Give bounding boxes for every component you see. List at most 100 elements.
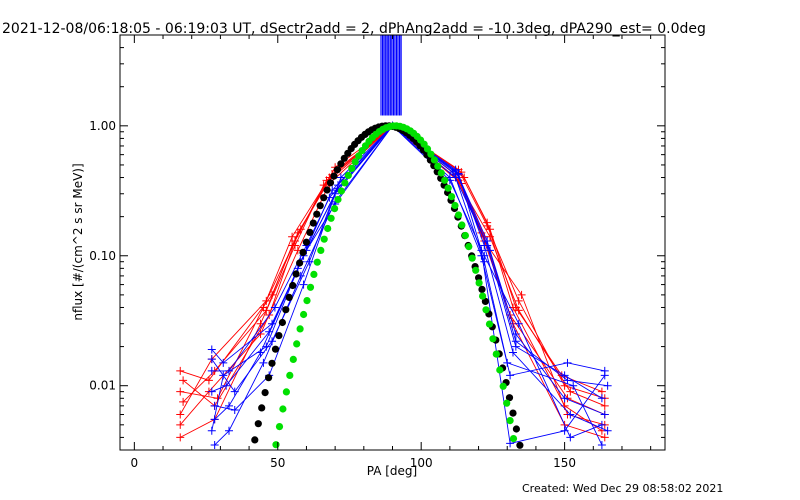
green-model-point: [434, 162, 442, 170]
red-marker-3-0: [176, 410, 185, 419]
green-model-point: [279, 405, 287, 413]
blue-marker-12-8: [511, 337, 520, 346]
green-model-point: [296, 325, 304, 333]
black-model-point: [285, 293, 293, 301]
blue-marker-12-9: [563, 376, 572, 385]
green-model-point: [282, 388, 290, 396]
blue-marker-10-8: [511, 329, 520, 338]
green-model-point: [503, 399, 511, 407]
green-model-point: [351, 158, 359, 166]
y-tick-label: 0.01: [89, 379, 116, 393]
blue-marker-13-0: [207, 355, 216, 364]
black-model-point: [299, 248, 307, 256]
red-marker-6-9: [566, 387, 575, 396]
x-tick-label: 0: [131, 456, 139, 470]
green-model-point: [423, 145, 432, 153]
blue-marker-12-1: [225, 426, 233, 435]
red-curve-2: [180, 125, 605, 415]
blue-marker-14-8: [514, 319, 523, 328]
green-model-point: [286, 371, 294, 379]
blue-marker-11-0: [207, 366, 216, 375]
black-model-point: [275, 332, 283, 340]
blue-curve-8: [211, 125, 605, 376]
blue-curve-11: [211, 125, 603, 446]
blue-marker-8-1: [219, 358, 228, 367]
red-marker-1-0: [176, 366, 185, 375]
blue-marker-14-1: [230, 406, 239, 415]
blue-marker-14-0: [210, 401, 219, 410]
blue-marker-14-7: [480, 251, 489, 260]
blue-marker-13-6: [454, 169, 463, 178]
black-model-point: [278, 318, 286, 327]
green-model-point: [454, 211, 463, 219]
green-model-point: [275, 423, 284, 431]
red-marker-5-2: [256, 329, 265, 338]
x-tick-label: 50: [270, 456, 285, 470]
red-marker-1-8: [514, 296, 523, 305]
green-model-point: [324, 224, 332, 233]
black-model-point: [306, 228, 314, 236]
red-marker-5-0: [176, 420, 185, 429]
x-axis-label: PA [deg]: [367, 464, 417, 478]
black-model-point: [292, 270, 300, 278]
black-model-point: [337, 160, 345, 168]
blue-marker-9-0: [210, 415, 219, 424]
green-model-point: [479, 292, 487, 300]
black-model-point: [251, 436, 259, 444]
green-model-point: [320, 235, 328, 243]
green-model-point: [451, 201, 459, 210]
green-model-point: [475, 279, 483, 287]
red-marker-5-7: [483, 218, 492, 227]
blue-marker-12-0: [210, 440, 219, 449]
black-model-point: [296, 259, 304, 267]
red-marker-6-7: [486, 232, 495, 241]
red-marker-6-2: [262, 306, 271, 315]
blue-marker-14-3: [299, 280, 308, 289]
blue-marker-11-1: [225, 366, 233, 375]
black-model-point: [330, 172, 338, 180]
blue-marker-12-7: [483, 236, 492, 245]
green-model-point: [458, 221, 466, 229]
green-model-point: [355, 152, 363, 160]
blue-marker-7-10: [597, 394, 606, 403]
plot-data-layer: [176, 35, 612, 449]
blue-marker-14-9: [566, 433, 575, 442]
y-tick-label: 0.10: [89, 249, 116, 263]
y-tick-label: 1.00: [89, 119, 116, 133]
green-model-point: [310, 270, 318, 278]
blue-marker-12-2: [259, 358, 268, 367]
red-marker-6-10: [600, 401, 609, 410]
green-model-point: [485, 320, 494, 328]
red-marker-0-0: [176, 433, 185, 442]
black-model-point: [282, 306, 290, 314]
green-model-point: [489, 335, 497, 343]
blue-marker-10-9: [560, 394, 569, 403]
blue-marker-8-9: [563, 358, 572, 367]
green-model-point: [327, 214, 335, 222]
blue-marker-8-8: [506, 371, 515, 380]
green-model-point: [448, 193, 456, 201]
green-model-point: [482, 306, 490, 314]
green-model-point: [317, 246, 325, 254]
blue-marker-11-10: [597, 440, 606, 449]
blue-marker-13-8: [506, 439, 515, 448]
black-model-point: [258, 404, 266, 412]
x-tick-label: 100: [410, 456, 433, 470]
blue-marker-11-8: [503, 358, 512, 367]
green-model-point: [341, 179, 349, 187]
blue-marker-7-0: [207, 426, 216, 435]
green-model-point: [293, 340, 301, 348]
y-axis-label: nflux [#/(cm^2 s sr MeV)]: [71, 163, 85, 320]
x-tick-label: 150: [553, 456, 576, 470]
black-model-point: [320, 194, 328, 202]
red-marker-2-0: [176, 387, 185, 396]
black-model-point: [302, 238, 310, 246]
blue-curve-9: [214, 125, 608, 432]
green-model-point: [430, 156, 438, 164]
green-model-point: [303, 297, 311, 305]
black-model-point: [309, 219, 317, 227]
footer-created: Created: Wed Dec 29 08:58:02 2021: [522, 482, 723, 495]
green-model-point: [465, 243, 473, 251]
black-model-point: [505, 394, 514, 402]
